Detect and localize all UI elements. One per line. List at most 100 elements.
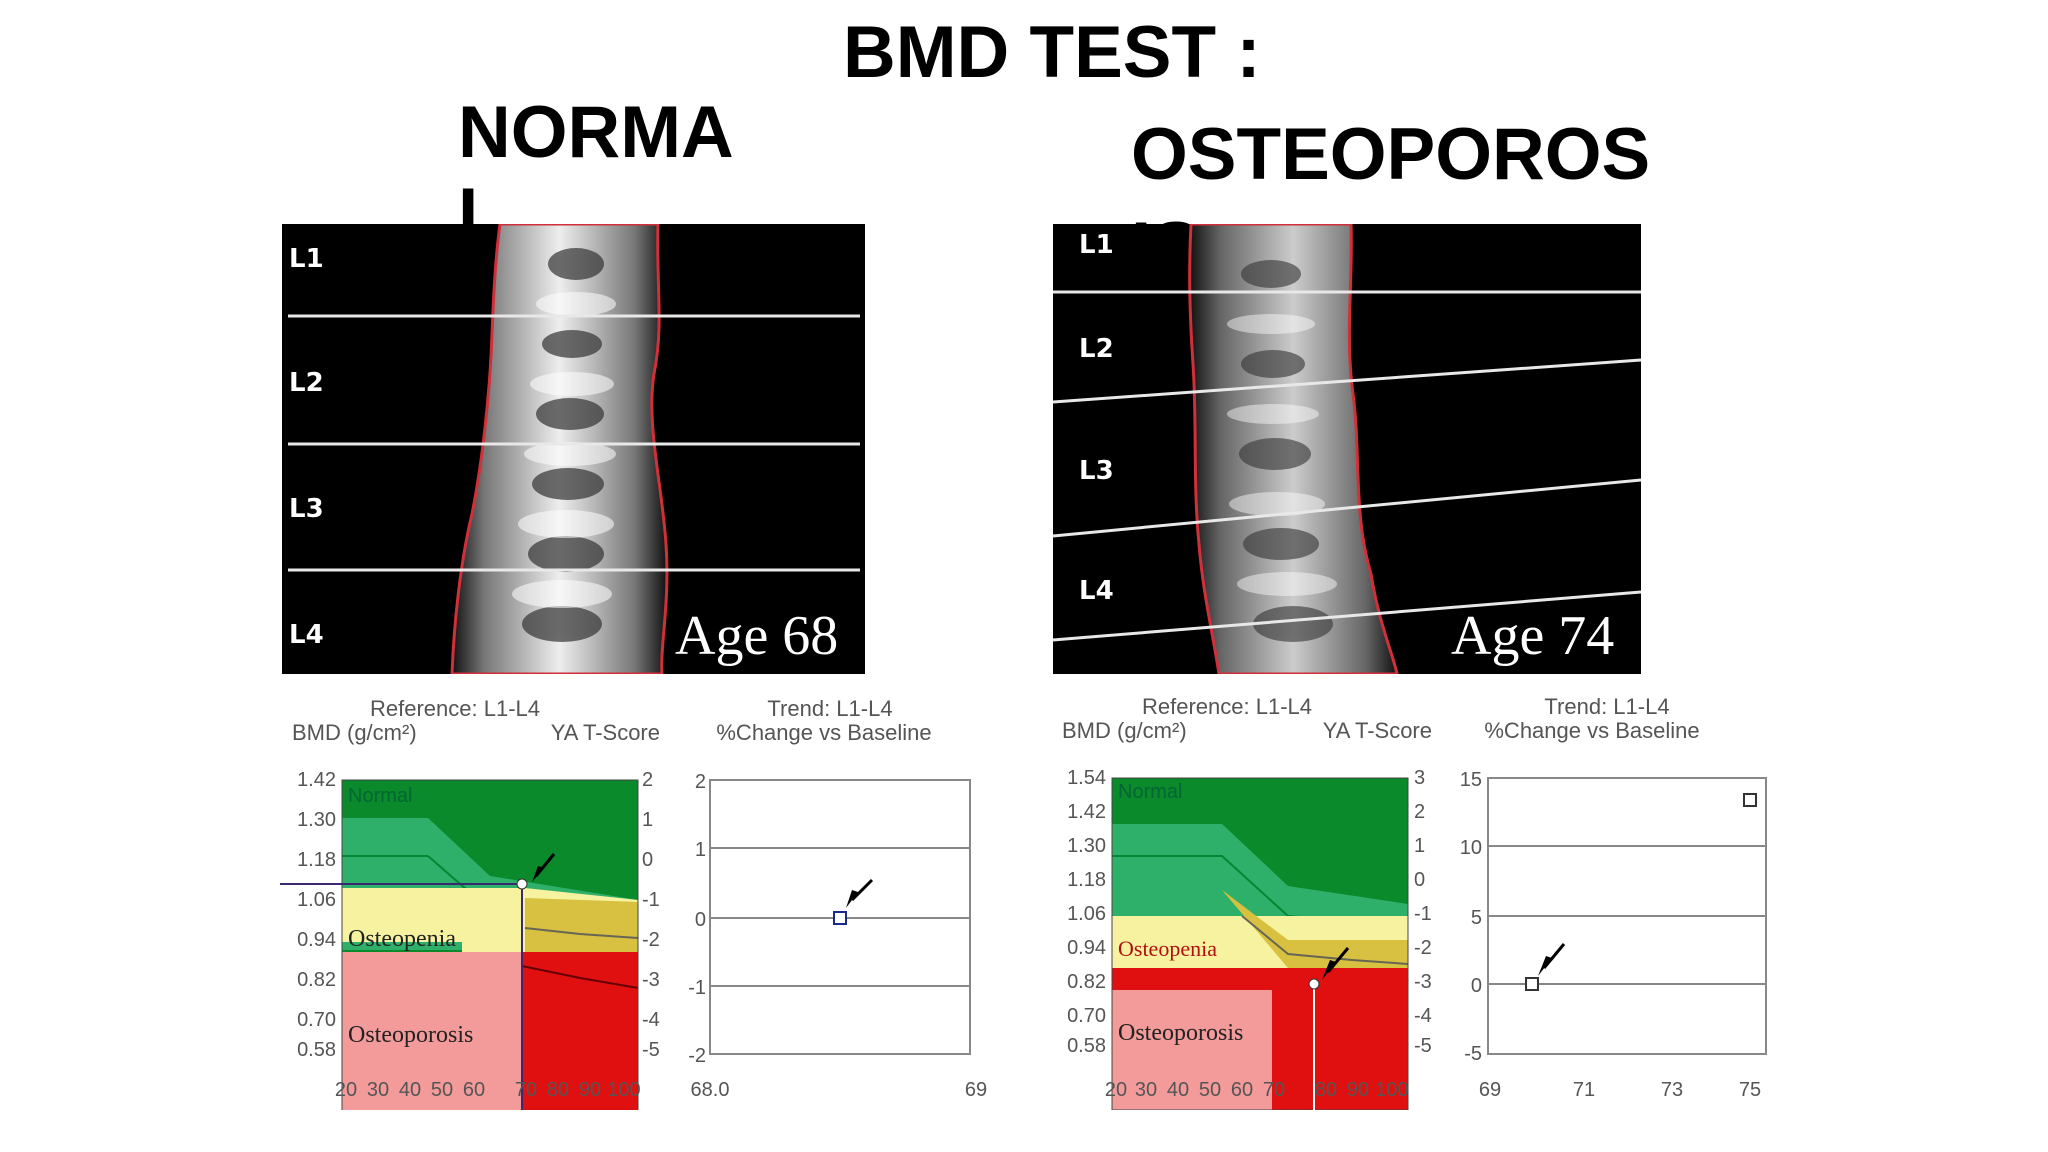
patient-osteoporosis-band <box>1112 968 1408 990</box>
tick-label: 73 <box>1661 1079 1683 1101</box>
tick-label: -1 <box>688 977 706 999</box>
arrow-icon <box>532 866 544 882</box>
tick-label: 0 <box>695 909 706 931</box>
tick-label: 1.42 <box>1067 801 1106 823</box>
trend-title: Trend: L1-L4 <box>767 696 892 721</box>
trend-point-latest <box>1743 793 1757 807</box>
tscore-axis-label: YA T-Score <box>1323 718 1432 743</box>
osteopenia-zone-label: Osteopenia <box>1118 936 1217 961</box>
slide-title: BMD TEST : <box>843 12 1261 93</box>
tick-label: 40 <box>399 1079 421 1101</box>
tick-label: 1.18 <box>1067 869 1106 891</box>
normal-reference-band <box>1112 824 1408 940</box>
tick-label: 1.30 <box>297 809 336 831</box>
tick-label: -4 <box>1414 1005 1432 1027</box>
bmd-report-normal: Reference: L1-L4 BMD (g/cm²) YA T-Score … <box>270 690 1000 1142</box>
osteoporosis-zone <box>1112 990 1272 1110</box>
tick-label: 69 <box>965 1079 987 1101</box>
tick-label: 1 <box>1414 835 1425 857</box>
tick-label: 80 <box>547 1079 569 1101</box>
tick-label: 0.82 <box>297 969 336 991</box>
vertebra-label-l1: L1 <box>289 244 324 274</box>
tick-label: 30 <box>1135 1079 1157 1101</box>
tick-label: 1.06 <box>1067 903 1106 925</box>
tick-label: 70 <box>515 1079 537 1101</box>
tick-label: 68.0 <box>691 1079 730 1101</box>
osteoporosis-label: OSTEOPOROSIS <box>1131 114 1651 225</box>
tick-label: -5 <box>642 1039 660 1061</box>
tick-label: -2 <box>1414 937 1432 959</box>
arrow-icon <box>1322 960 1336 980</box>
spine-scan-osteoporosis: L1 L2 L3 L4 Age 74 <box>1053 224 1641 674</box>
tick-label: 0.70 <box>1067 1005 1106 1027</box>
bmd-report-osteoporosis: Reference: L1-L4 BMD (g/cm²) YA T-Score … <box>1052 690 1772 1111</box>
tick-label: 0.94 <box>1067 937 1106 959</box>
tick-label: 0.82 <box>1067 971 1106 993</box>
tick-label: 20 <box>1105 1079 1127 1101</box>
tick-label: 0.58 <box>297 1039 336 1061</box>
tick-label: 40 <box>1167 1079 1189 1101</box>
vertebra-label-l3: L3 <box>289 494 324 524</box>
patient-marker <box>1308 978 1320 990</box>
arrow-icon <box>1538 956 1552 976</box>
bmd-charts-osteoporosis: Reference: L1-L4 BMD (g/cm²) YA T-Score … <box>1062 694 1767 1111</box>
tick-label: 30 <box>367 1079 389 1101</box>
patient-osteopenia-band <box>1222 890 1408 968</box>
tick-label: -1 <box>642 889 660 911</box>
vertebra-label-l2: L2 <box>1079 334 1114 364</box>
tick-label: -5 <box>1464 1043 1482 1065</box>
tick-label: 0.70 <box>297 1009 336 1031</box>
tick-label: -5 <box>1414 1035 1432 1057</box>
tick-label: 1 <box>642 809 653 831</box>
tick-label: 1.06 <box>297 889 336 911</box>
tick-label: 3 <box>1414 767 1425 789</box>
tick-label: 90 <box>579 1079 601 1101</box>
trend-point <box>833 911 847 925</box>
osteoporosis-zone-label: Osteoporosis <box>1118 1020 1243 1046</box>
age-label: Age 74 <box>1451 605 1615 667</box>
spine-image-normal <box>288 224 860 674</box>
tick-label: 60 <box>1231 1079 1253 1101</box>
tick-label: 90 <box>1347 1079 1369 1101</box>
tick-label: 10 <box>1460 837 1482 859</box>
tick-label: 0 <box>1414 869 1425 891</box>
tick-label: 100 <box>1375 1079 1408 1101</box>
normal-zone-label: Normal <box>348 785 412 807</box>
tick-label: -3 <box>1414 971 1432 993</box>
tick-label: 50 <box>431 1079 453 1101</box>
reference-title: Reference: L1-L4 <box>1142 694 1312 719</box>
tick-label: 60 <box>463 1079 485 1101</box>
tick-label: -4 <box>642 1009 660 1031</box>
tick-label: 0.94 <box>297 929 336 951</box>
trend-subtitle: %Change vs Baseline <box>716 720 931 745</box>
vertebra-label-l2: L2 <box>289 368 324 398</box>
tick-label: 1.42 <box>297 769 336 791</box>
tick-label: 1.30 <box>1067 835 1106 857</box>
reference-title: Reference: L1-L4 <box>370 696 540 721</box>
tick-label: 70 <box>1263 1079 1285 1101</box>
tick-label: -3 <box>642 969 660 991</box>
normal-label: NORMAL <box>458 92 734 225</box>
tick-label: 50 <box>1199 1079 1221 1101</box>
tick-label: 20 <box>335 1079 357 1101</box>
patient-marker <box>516 878 528 890</box>
tick-label: 71 <box>1573 1079 1595 1101</box>
vertebra-label-l1: L1 <box>1079 230 1114 260</box>
arrow-icon <box>846 890 858 908</box>
tick-label: 1 <box>695 839 706 861</box>
tick-label: 100 <box>607 1079 640 1101</box>
tick-label: 80 <box>1315 1079 1337 1101</box>
osteopenia-zone <box>342 888 462 942</box>
bmd-charts-normal: Reference: L1-L4 BMD (g/cm²) YA T-Score … <box>270 696 987 1142</box>
osteopenia-zone-label: Osteopenia <box>348 926 456 952</box>
normal-zone-label: Normal <box>1118 781 1182 803</box>
tick-label: 1.54 <box>1067 767 1106 789</box>
patient-osteoporosis-band <box>522 952 638 1112</box>
tick-label: 5 <box>1471 907 1482 929</box>
tick-label: 1.18 <box>297 849 336 871</box>
trend-point-baseline <box>1525 977 1539 991</box>
vertebra-label-l3: L3 <box>1079 456 1114 486</box>
tscore-axis-label: YA T-Score <box>551 720 660 745</box>
trend-subtitle: %Change vs Baseline <box>1484 718 1699 743</box>
trend-title: Trend: L1-L4 <box>1544 694 1669 719</box>
